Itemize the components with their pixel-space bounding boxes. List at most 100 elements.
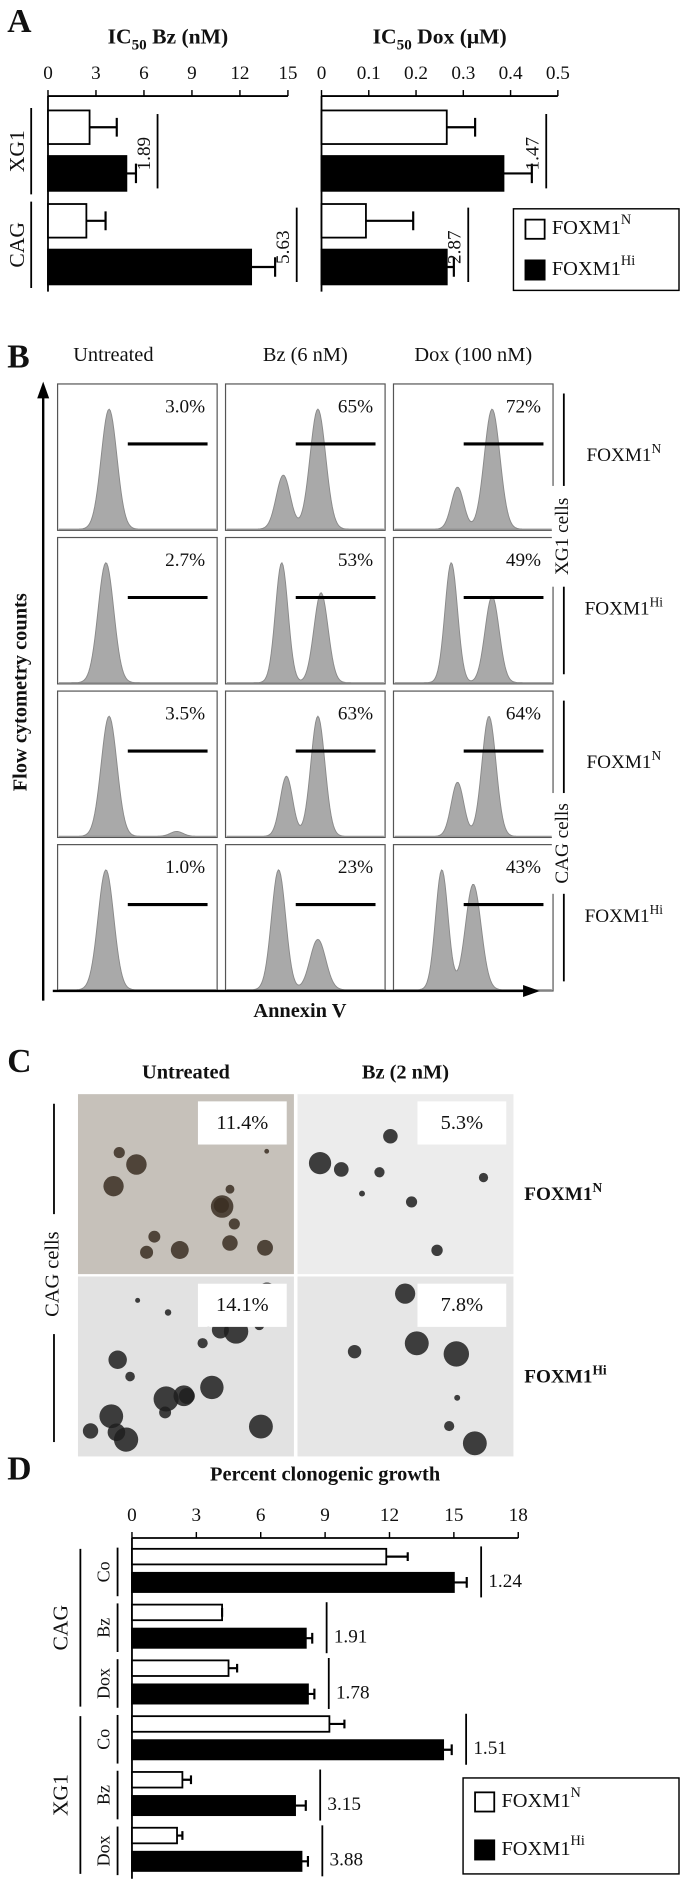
group-label: CAG [48,1605,72,1651]
x-tick-label: 3 [91,63,101,84]
arrow-head [37,381,50,399]
colony [225,1184,235,1194]
error-bar [251,257,277,277]
percent-label: 23% [338,857,373,878]
bar [320,248,448,286]
histogram [394,561,552,684]
error-bar [307,1688,316,1700]
error-bar [446,117,477,137]
legend-label-part: FOXM1 [552,258,621,280]
ratio-label: 1.51 [473,1738,507,1759]
percent-box [417,1101,507,1145]
row-label-part: Hi [650,594,664,609]
ratio-label: 1.78 [336,1682,370,1703]
legend-label-part: FOXM1 [501,1838,570,1860]
panel-label: C [7,1043,31,1080]
percent-label: 14.1% [216,1294,269,1316]
colony [135,1297,141,1303]
error-bar [365,211,415,231]
histogram-frame [392,383,554,531]
x-tick-label: 0.1 [357,63,381,84]
chart-title: Percent clonogenic growth [210,1463,441,1485]
colony [82,1423,99,1439]
error-bar [177,1831,184,1840]
category-label: Bz [94,1785,114,1805]
legend-swatch [474,1839,496,1861]
colony [383,1128,398,1144]
bar [131,1771,184,1789]
colony [404,1331,429,1356]
chart-title: IC50 Bz (nM) [108,24,229,54]
error-bar [295,1800,307,1811]
ratio-label: 1.89 [134,137,155,171]
x-tick-label: 0 [43,63,53,84]
x-tick-label: 15 [278,63,297,84]
ratio-label: 1.47 [523,136,544,170]
percent-label: 7.8% [441,1294,483,1316]
colony [405,1196,418,1208]
bar [131,1603,223,1622]
colony [140,1245,154,1259]
ratio-label: 3.88 [330,1850,364,1871]
bar [131,1826,178,1845]
bar [131,1547,388,1566]
panel-label: D [7,1451,31,1488]
histogram-frame [56,383,218,531]
percent-label: 43% [506,857,541,878]
x-tick-label: 12 [230,63,249,84]
colony [197,1338,208,1349]
histogram-frame [224,536,386,685]
legend-swatch [524,218,546,240]
category-label: Dox [94,1835,114,1866]
x-tick-label: 0.3 [451,63,475,84]
column-header: Untreated [142,1061,231,1083]
chart-title-part: IC [108,24,132,48]
colony [444,1421,455,1432]
legend-label-part: N [621,212,631,228]
colony [462,1431,487,1456]
label-backdrop [551,793,576,894]
percent-label: 5.3% [441,1112,483,1134]
x-tick-label: 6 [139,63,149,84]
bar [47,248,253,286]
histogram [394,408,552,530]
legend-label: FOXM1N [501,1785,580,1811]
colony [170,1241,189,1259]
bar [131,1571,455,1593]
percent-label: 53% [338,550,373,571]
colony [264,1148,270,1154]
column-header: Untreated [73,344,153,366]
colony [478,1172,489,1183]
colony [200,1375,224,1400]
colony [125,1371,135,1382]
percent-label: 2.7% [165,550,205,571]
x-tick-label: 9 [187,63,197,84]
percent-label: 1.0% [165,857,205,878]
legend-label-part: Hi [621,253,635,269]
x-tick-label: 15 [444,1505,463,1526]
colony [173,1385,195,1407]
colony [248,1414,273,1439]
histogram-frame [392,536,554,685]
bar [47,155,128,192]
histogram-frame [224,844,386,992]
colony [126,1154,147,1175]
histogram [58,715,216,837]
colony [257,1239,273,1256]
bar [131,1715,331,1733]
bar [131,1627,307,1649]
chart-title-part: Dox (μM) [412,24,507,48]
row-label-part: FOXM1 [524,1367,592,1388]
row-label: FOXM1N [586,441,661,467]
legend-label: FOXM1N [552,212,631,238]
row-label-part: N [651,748,661,763]
error-bar [126,163,138,184]
percent-label: 49% [506,550,541,571]
colony [374,1167,385,1178]
x-tick-label: 3 [192,1505,202,1526]
panel-label: A [7,3,31,40]
row-label-part: FOXM1 [585,906,650,927]
chart-title-part: 50 [397,38,412,54]
percent-label: 3.5% [165,703,205,724]
